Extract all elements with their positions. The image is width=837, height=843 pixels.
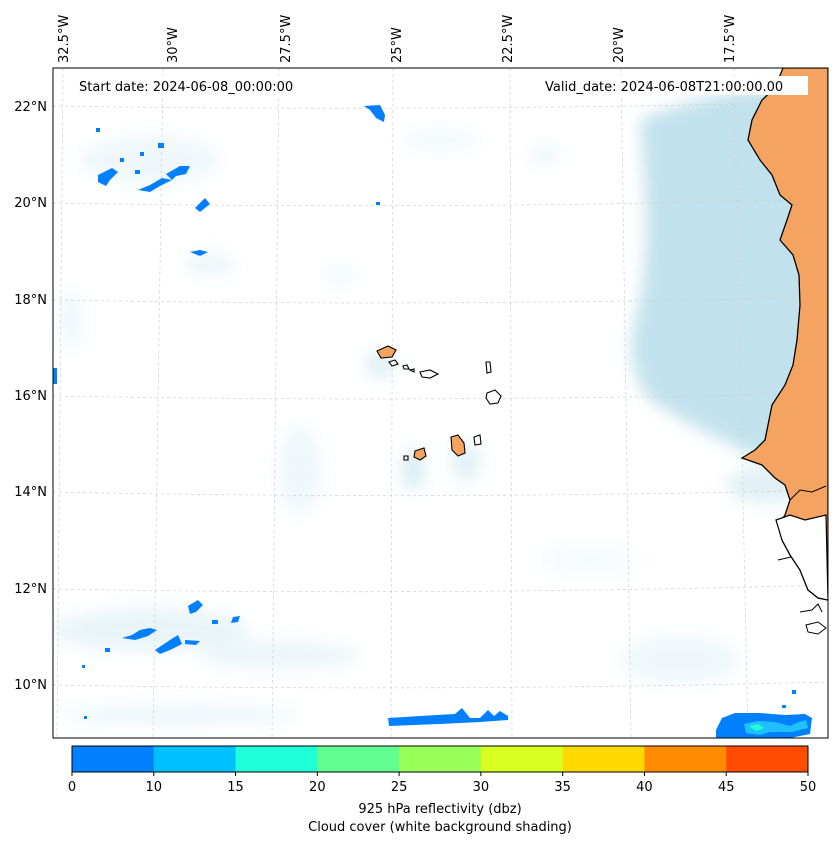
lon-label: 17.5°W: [723, 15, 738, 63]
cloud-cover-shading: [53, 88, 828, 725]
colorbar-segment: [153, 746, 237, 772]
colorbar-segment: [726, 746, 809, 772]
colorbar: 0 10 15 20 25 30 35 40 45 50: [68, 745, 817, 795]
colorbar-tick-label: 40: [636, 780, 653, 795]
lon-label: 30°W: [166, 27, 181, 63]
map-frame: [52, 67, 829, 739]
graticule: [53, 68, 828, 738]
colorbar-tick-label: 10: [146, 780, 163, 795]
colorbar-segment: [317, 746, 400, 772]
colorbar-tick-label: 20: [309, 780, 326, 795]
colorbar-segment: [480, 746, 564, 772]
colorbar-segment: [72, 746, 155, 772]
colorbar-tick-label: 35: [554, 780, 571, 795]
colorbar-sublabel: Cloud cover (white background shading): [308, 820, 572, 835]
lat-label: 12°N: [14, 582, 47, 597]
map-area: [53, 68, 828, 738]
lat-label: 18°N: [14, 293, 47, 308]
colorbar-segment: [644, 746, 727, 772]
colorbar-tick-label: 30: [473, 780, 490, 795]
start-date-text: Start date: 2024-06-08_00:00:00: [79, 80, 293, 95]
reflectivity-echoes-strong: [744, 720, 808, 735]
colorbar-label: 925 hPa reflectivity (dbz): [358, 802, 521, 817]
lon-label: 27.5°W: [279, 15, 294, 63]
lat-label: 14°N: [14, 485, 47, 500]
colorbar-segment: [399, 746, 482, 772]
lat-label: 10°N: [14, 678, 47, 693]
valid-date-box: [540, 76, 808, 95]
colorbar-tick-label: 25: [391, 780, 408, 795]
reflectivity-echoes-core: [749, 724, 764, 731]
latitude-labels: 22°N 20°N 18°N 16°N 14°N 12°N 10°N: [14, 100, 47, 693]
cabo-verde-islands: [376, 345, 502, 461]
colorbar-segment: [235, 746, 318, 772]
lat-label: 20°N: [14, 196, 47, 211]
lon-label: 32.5°W: [57, 15, 72, 63]
colorbar-border: [71, 745, 809, 773]
africa-landmass: [740, 68, 828, 635]
lon-label: 20°W: [612, 27, 627, 63]
colorbar-tick-label: 15: [227, 780, 244, 795]
start-date-box: [72, 76, 308, 95]
lat-label: 16°N: [14, 389, 47, 404]
colorbar-tick-label: 0: [68, 780, 76, 795]
longitude-labels: 32.5°W 30°W 27.5°W 25°W 22.5°W 20°W 17.5…: [57, 15, 738, 63]
lat-label: 22°N: [14, 100, 47, 115]
colorbar-tick-label: 45: [718, 780, 735, 795]
lon-label: 22.5°W: [501, 15, 516, 63]
colorbar-segment: [562, 746, 645, 772]
valid-date-text: Valid_date: 2024-06-08T21:00:00.00: [545, 80, 783, 95]
lon-label: 25°W: [390, 27, 405, 63]
colorbar-tick-label: 50: [800, 780, 817, 795]
